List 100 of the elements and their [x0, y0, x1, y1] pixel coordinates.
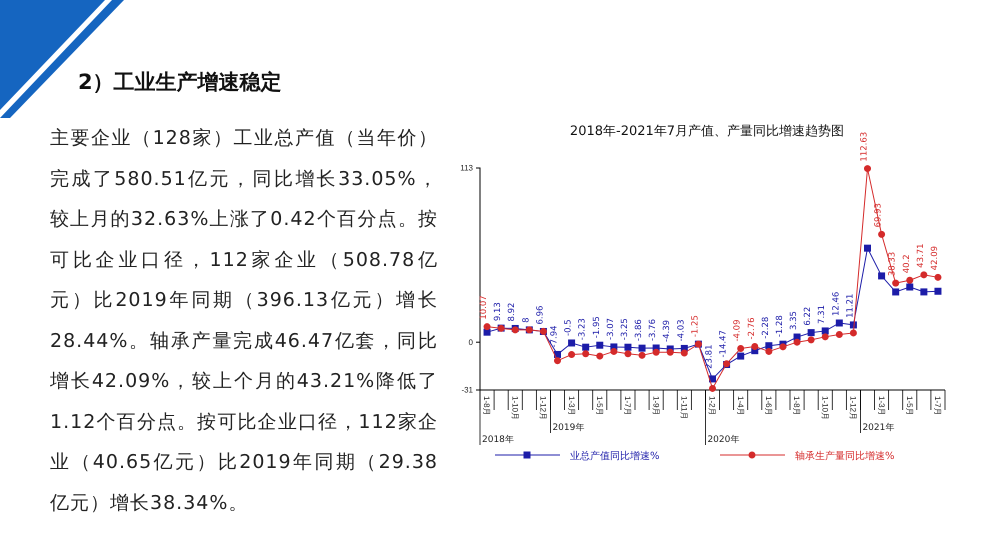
point — [568, 351, 576, 358]
x-tick-label: 1-2月 — [708, 396, 717, 416]
data-label: 6.22 — [803, 306, 814, 326]
point — [582, 350, 590, 358]
point — [737, 352, 744, 360]
text: 2020年 — [707, 434, 740, 445]
data-label: 3.35 — [789, 311, 800, 330]
data-label: 6.96 — [535, 306, 546, 324]
point — [596, 342, 604, 349]
data-label: -3.25 — [620, 318, 630, 340]
x-tick-label: 1-3月 — [876, 396, 886, 416]
x-tick-label: 1-4月 — [736, 396, 745, 416]
x-tick-label: 1-8月 — [482, 396, 492, 416]
data-label: -1.25 — [690, 315, 700, 338]
point — [666, 348, 674, 356]
x-tick-label: 1-7月 — [933, 396, 942, 416]
data-label: -4.39 — [662, 320, 672, 342]
point — [808, 329, 815, 336]
x-tick-label: 1-10月 — [510, 396, 520, 420]
point — [906, 284, 914, 291]
point — [892, 288, 900, 296]
y-tick-label: -31 — [461, 386, 474, 395]
x-tick-label: 1-10月 — [820, 396, 830, 420]
point — [638, 344, 646, 352]
point — [765, 348, 772, 355]
point — [737, 345, 744, 352]
data-label: 9.13 — [493, 302, 504, 322]
x-tick-label: 1-12月 — [538, 396, 548, 420]
point — [892, 280, 900, 287]
chart-title: 2018年-2021年7月产值、产量同比增速趋势图 — [570, 124, 844, 139]
point — [582, 344, 590, 351]
data-label: 12.46 — [831, 292, 842, 316]
point — [638, 352, 646, 359]
data-label: 8 — [521, 317, 532, 323]
text: 业总产值同比增速% — [570, 450, 660, 462]
data-label: 7.31 — [817, 305, 828, 324]
data-label: -3.86 — [634, 319, 644, 342]
data-label: 8.92 — [507, 302, 518, 322]
point — [779, 343, 786, 350]
data-label: -3.07 — [606, 318, 616, 340]
data-label: 11.21 — [845, 294, 856, 318]
point — [751, 342, 758, 350]
x-tick-label: 1-5月 — [594, 396, 604, 416]
data-label: -0.5 — [564, 319, 574, 336]
point — [610, 348, 618, 355]
point — [864, 165, 871, 172]
y-tick-label: 113 — [460, 164, 474, 173]
point — [624, 344, 632, 351]
data-label: 112.63 — [860, 132, 870, 162]
point — [652, 348, 660, 356]
point — [822, 333, 829, 340]
point — [822, 327, 829, 334]
point — [596, 352, 604, 360]
data-label: -3.76 — [648, 319, 658, 342]
point — [765, 342, 772, 350]
point — [554, 357, 561, 364]
data-label: -4.03 — [676, 319, 686, 342]
x-tick-label: 1-8月 — [792, 396, 802, 416]
point — [568, 339, 576, 346]
data-label: 43.71 — [916, 243, 926, 268]
point — [850, 329, 857, 336]
text: 轴承生产量同比增速% — [795, 450, 895, 462]
text: 主要企业（128家）工业总产值（当年价）完成了580.51亿元，同比增长33.05%，较上月的32.63%上涨了0.42个百分点。按可比企业口径，112家企业（508.78亿元）比2019年同期（396.13亿元）增长28.44%。轴承产量完成46.47亿套，同比增长42.09%，较上个月的43.21%降低了1.12个百分点。按可比企业口径，112家企业（40.65亿元）比2019年同期（29.38亿元）增长38.34%。 — [50, 127, 438, 514]
point — [680, 350, 688, 356]
point — [920, 271, 928, 278]
data-label: 42.09 — [930, 246, 940, 270]
data-label: 10.07 — [479, 295, 490, 320]
point — [878, 272, 886, 280]
y-tick-label: 0 — [468, 338, 474, 347]
text: 2019年 — [552, 422, 584, 433]
x-tick-label: 1-9月 — [651, 396, 660, 416]
text: 2）工业生产增速稳定 — [78, 69, 282, 96]
data-label: -4.09 — [732, 320, 743, 342]
x-tick-label: 1-3月 — [566, 396, 576, 416]
data-label: -2.76 — [746, 317, 757, 340]
x-tick-label: 1-5月 — [904, 396, 914, 416]
point — [878, 230, 886, 238]
point — [906, 276, 914, 284]
data-label: -2.28 — [760, 316, 771, 339]
data-label: -1.95 — [592, 316, 602, 338]
point — [934, 288, 942, 295]
point — [624, 350, 632, 358]
point — [836, 320, 843, 326]
point — [484, 323, 491, 330]
data-label: 40.2 — [902, 254, 912, 274]
point — [709, 384, 716, 392]
point — [920, 288, 928, 296]
point — [934, 274, 942, 281]
data-label: -3.23 — [578, 318, 588, 340]
point — [808, 336, 815, 344]
x-tick-label: 1-11月 — [680, 396, 689, 420]
data-label: -7.94 — [550, 325, 560, 348]
x-tick-label: 1-6月 — [764, 396, 774, 416]
text: 2018年 — [482, 434, 514, 445]
data-label: -1.28 — [774, 315, 785, 338]
x-tick-label: 1-12月 — [848, 396, 858, 420]
text: 2021年 — [862, 422, 894, 433]
point — [864, 244, 871, 252]
point — [794, 338, 801, 346]
x-tick-label: 1-7月 — [623, 396, 632, 416]
